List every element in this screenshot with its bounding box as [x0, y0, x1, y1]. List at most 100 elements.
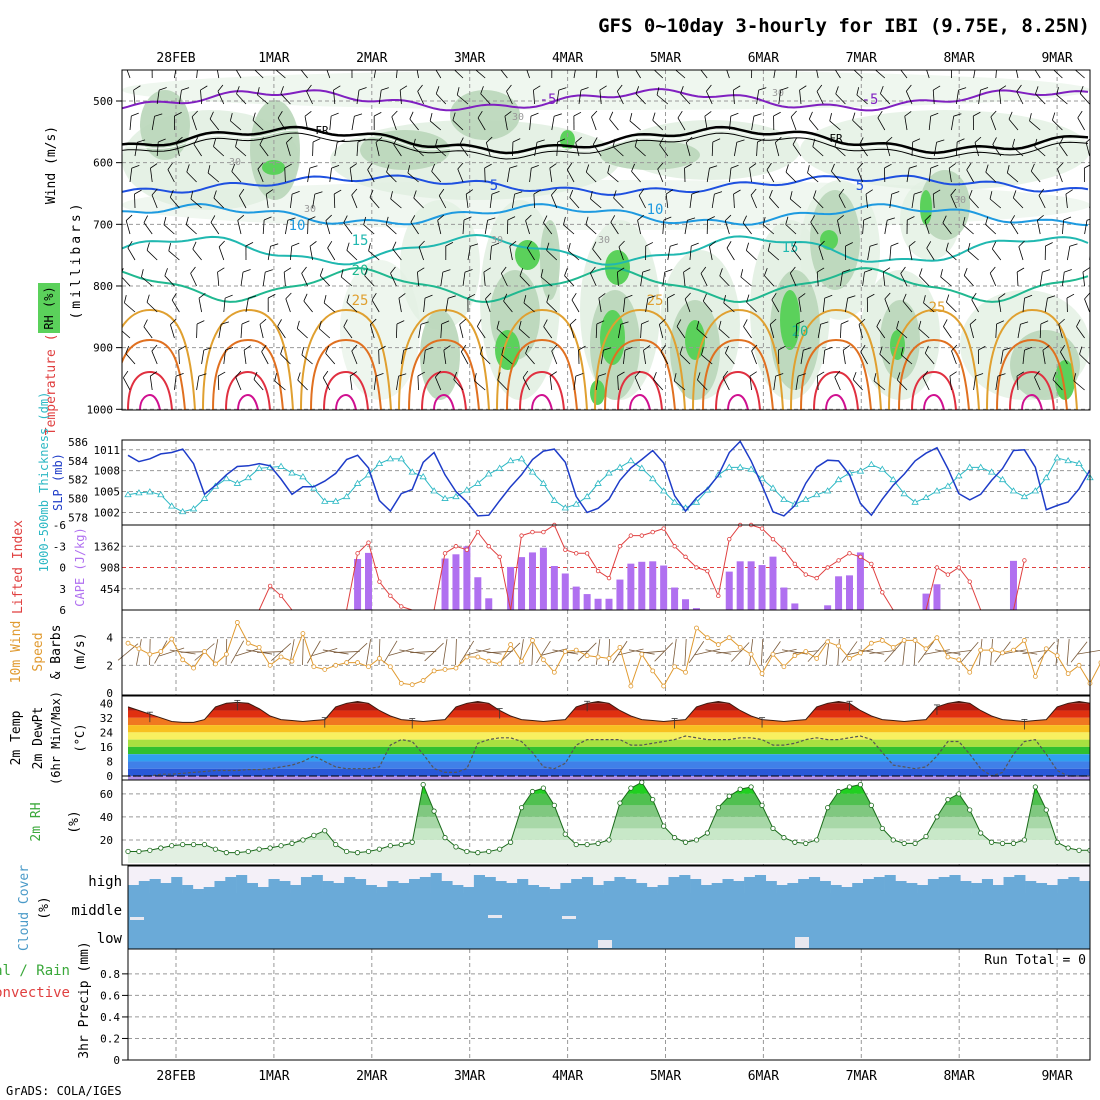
upper-wind-barb-flag: [1045, 242, 1053, 247]
upper-wind-barb-flag: [709, 240, 716, 247]
upper-wind-barb: [926, 247, 935, 261]
upper-wind-barb: [322, 377, 331, 391]
thickness-point: [277, 462, 285, 469]
upper-wind-barb-flag: [243, 345, 251, 351]
rh-point: [999, 840, 1006, 847]
upper-wind-barb-flag: [435, 370, 441, 378]
upper-wind-barb: [652, 119, 664, 131]
thickness-point: [572, 500, 580, 507]
rh-band: [128, 805, 1090, 817]
upper-wind-barb: [503, 300, 513, 313]
upper-wind-barb-flag: [1002, 347, 1011, 351]
upper-wind-barb-flag: [1015, 59, 1021, 64]
upper-wind-barb-flag: [509, 241, 517, 247]
upper-wind-barb-flag: [792, 241, 797, 250]
surface-wind-barb: [465, 648, 491, 656]
upper-wind-barb: [546, 250, 558, 261]
cloud-high-bar: [949, 875, 961, 893]
upper-wind-barb-flag: [997, 61, 1004, 64]
thickness-point: [495, 464, 504, 471]
cloud-high-bar: [398, 883, 410, 893]
isotherm-label: 15: [782, 240, 799, 256]
upper-wind-barb-flag: [989, 191, 993, 200]
temp-tick-label: 40: [100, 697, 113, 710]
temp-ylabel-3: (6hr Min/Max): [49, 691, 63, 785]
upper-wind-barb: [512, 141, 514, 157]
li-tick-label: 0: [59, 562, 66, 575]
upper-wind-barb-flag: [702, 293, 707, 302]
upper-wind-barb: [967, 250, 979, 261]
upper-wind-barb: [1084, 298, 1090, 313]
surface-wind-barb: [694, 648, 721, 656]
surface-wind-barb: [1011, 649, 1038, 655]
lifted-index-point: [442, 551, 448, 556]
upper-wind-barb-flag: [634, 138, 638, 147]
upper-wind-barb: [257, 94, 269, 105]
thickness-point: [342, 492, 351, 500]
upper-wind-barb: [1084, 220, 1088, 235]
upper-wind-barb: [723, 302, 735, 313]
upper-wind-barb-flag: [280, 346, 284, 355]
upper-wind-barb-flag: [1016, 371, 1025, 377]
upper-wind-barb: [945, 250, 957, 261]
wind-speed-point: [245, 640, 251, 646]
upper-wind-barb-flag: [701, 347, 704, 356]
rh-point: [726, 793, 732, 799]
upper-wind-barb-flag: [445, 242, 454, 247]
upper-wind-barb: [319, 328, 331, 339]
wind-speed-point: [726, 635, 732, 641]
upper-wind-barb: [231, 171, 242, 183]
upper-wind-barb-flag: [974, 136, 982, 143]
upper-wind-barb: [391, 116, 397, 131]
wind-speed-point: [289, 658, 295, 664]
upper-wind-barb: [549, 168, 553, 183]
rh-point: [682, 839, 689, 845]
upper-ylabel-wind: Wind (m/s): [44, 126, 59, 204]
upper-wind-barb-flag: [590, 191, 593, 200]
lifted-index-point: [366, 540, 371, 545]
upper-wind-barb-flag: [985, 164, 989, 173]
upper-wind-barb: [307, 168, 311, 183]
thickness-point: [670, 498, 679, 505]
upper-wind-barb: [813, 197, 824, 209]
rh-point: [704, 830, 710, 836]
cape-bar: [725, 571, 733, 610]
upper-wind-barb-flag: [585, 164, 590, 173]
cloud-high-bar: [354, 879, 367, 893]
upper-wind-barb-flag: [175, 372, 184, 377]
isotherm-40: [433, 393, 455, 410]
upper-wind-barb-flag: [808, 111, 813, 120]
upper-wind-barb-flag: [637, 214, 644, 221]
cloud-bars: [128, 873, 1091, 949]
upper-wind-barb-flag: [122, 268, 124, 273]
surface-wind-barb: [639, 650, 666, 654]
upper-wind-barb-flag: [150, 371, 158, 377]
upper-wind-barb-flag: [667, 293, 675, 299]
cloud-high-bar: [441, 881, 453, 893]
upper-wind-barb-flag: [217, 84, 224, 92]
upper-wind-barb: [126, 70, 131, 79]
wind-speed-point: [825, 639, 831, 645]
wind-ylabel-unit: (m/s): [73, 632, 88, 671]
isotherm-5: [122, 174, 1089, 196]
thickness-tick-label: 582: [68, 474, 88, 487]
upper-wind-barb-flag: [631, 163, 635, 172]
surface-wind-barb: [935, 649, 961, 655]
upper-wind-barb-flag: [709, 165, 718, 169]
rh-point: [551, 802, 557, 808]
surface-wind-barb: [302, 638, 304, 666]
upper-wind-barb: [1036, 220, 1041, 235]
upper-wind-barb-flag: [371, 292, 377, 301]
upper-wind-barb-flag: [176, 136, 183, 143]
upper-wind-barb-flag: [512, 138, 521, 143]
upper-wind-barb: [512, 194, 515, 209]
upper-wind-barb-flag: [549, 371, 557, 377]
wind-speed-point: [836, 643, 841, 649]
rh-point: [409, 839, 415, 845]
upper-wind-barb-flag: [369, 189, 374, 198]
upper-wind-barbs: [122, 59, 1090, 391]
isotherm-35: [127, 370, 173, 410]
wind-speed-point: [704, 635, 710, 641]
